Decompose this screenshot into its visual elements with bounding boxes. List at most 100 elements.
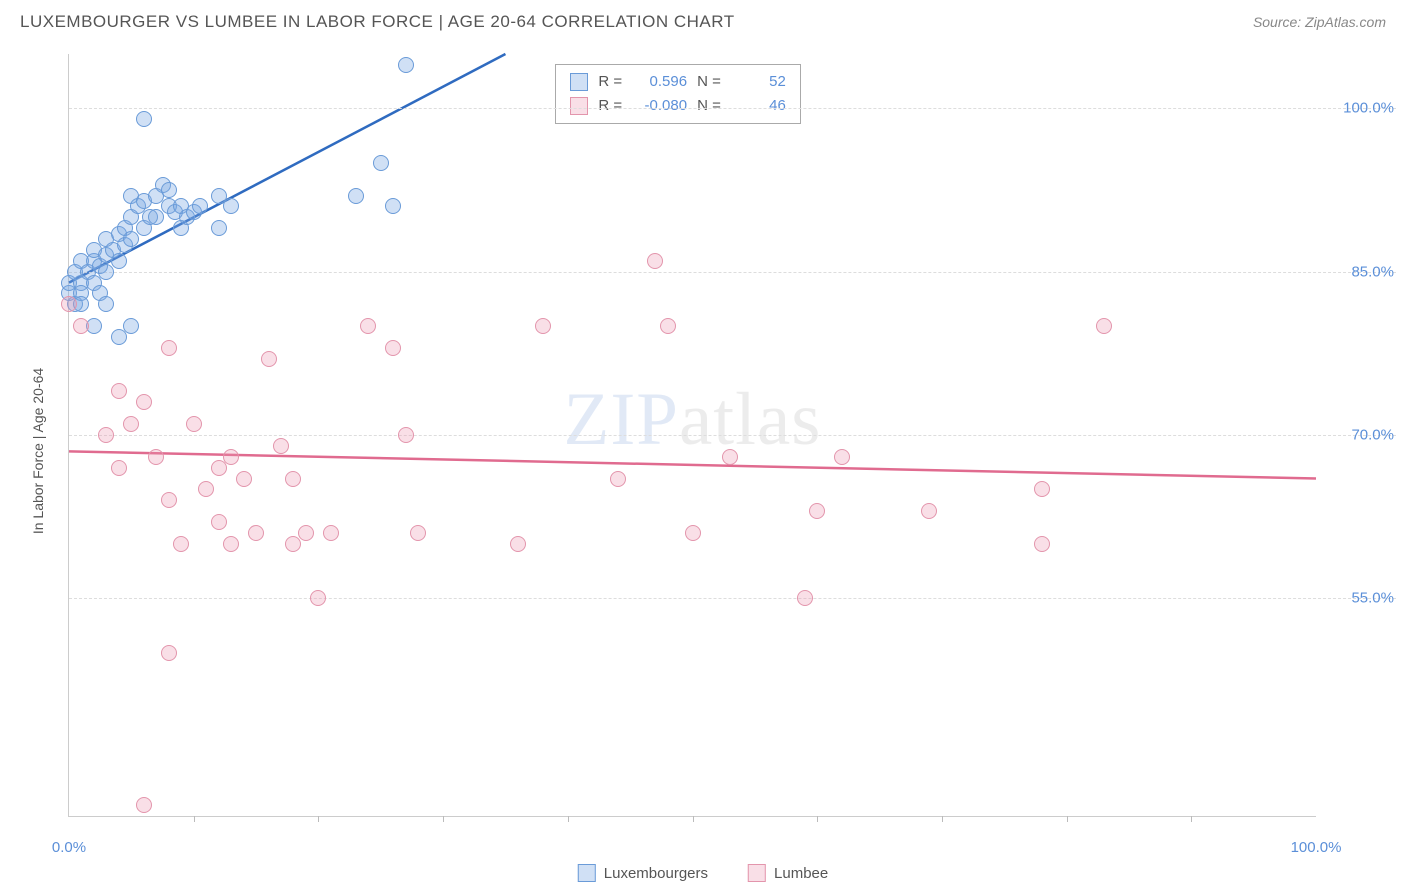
data-point [1034, 481, 1050, 497]
data-point [310, 590, 326, 606]
data-point [921, 503, 937, 519]
data-point [834, 449, 850, 465]
x-tick-label: 0.0% [52, 839, 86, 856]
stat-r-value: 0.596 [632, 70, 687, 94]
data-point [73, 318, 89, 334]
data-point [348, 188, 364, 204]
gridline-h [69, 272, 1396, 273]
legend-swatch [748, 864, 766, 882]
stat-r-label: R = [598, 70, 622, 94]
x-minor-tick [1191, 816, 1192, 822]
data-point [410, 525, 426, 541]
data-point [809, 503, 825, 519]
y-tick-label: 85.0% [1324, 263, 1394, 280]
data-point [685, 525, 701, 541]
series-swatch [570, 73, 588, 91]
chart-area: In Labor Force | Age 20-64 ZIPatlas R =0… [48, 54, 1396, 847]
data-point [360, 318, 376, 334]
stat-n-value: 52 [731, 70, 786, 94]
data-point [385, 198, 401, 214]
x-minor-tick [693, 816, 694, 822]
data-point [61, 296, 77, 312]
data-point [123, 416, 139, 432]
stat-n-label: N = [697, 70, 721, 94]
plot-area: ZIPatlas R =0.596N =52R =-0.080N =46 55.… [68, 54, 1316, 817]
data-point [98, 296, 114, 312]
data-point [660, 318, 676, 334]
data-point [248, 525, 264, 541]
data-point [111, 383, 127, 399]
stat-r-value: -0.080 [632, 94, 687, 118]
data-point [323, 525, 339, 541]
data-point [198, 481, 214, 497]
y-axis-label: In Labor Force | Age 20-64 [30, 367, 46, 533]
data-point [211, 514, 227, 530]
legend-swatch [578, 864, 596, 882]
gridline-h [69, 435, 1396, 436]
gridline-h [69, 108, 1396, 109]
legend: Luxembourgers Lumbee [578, 864, 828, 882]
y-tick-label: 70.0% [1324, 427, 1394, 444]
stats-legend: R = 0.596 N = 52 R = -0.080 N = 46 [555, 64, 801, 124]
data-point [610, 471, 626, 487]
legend-item: Luxembourgers [578, 864, 708, 882]
data-point [1096, 318, 1112, 334]
data-point [298, 525, 314, 541]
x-minor-tick [942, 816, 943, 822]
data-point [398, 427, 414, 443]
data-point [223, 449, 239, 465]
data-point [161, 492, 177, 508]
trend-line [69, 54, 505, 283]
data-point [161, 645, 177, 661]
data-point [797, 590, 813, 606]
data-point [373, 155, 389, 171]
x-minor-tick [817, 816, 818, 822]
data-point [535, 318, 551, 334]
trend-line [69, 451, 1316, 478]
y-tick-label: 100.0% [1324, 100, 1394, 117]
data-point [1034, 536, 1050, 552]
data-point [148, 449, 164, 465]
data-point [136, 111, 152, 127]
data-point [510, 536, 526, 552]
data-point [261, 351, 277, 367]
y-tick-label: 55.0% [1324, 590, 1394, 607]
data-point [192, 198, 208, 214]
data-point [186, 416, 202, 432]
data-point [161, 182, 177, 198]
legend-item: Lumbee [748, 864, 828, 882]
x-minor-tick [318, 816, 319, 822]
x-tick-label: 100.0% [1291, 839, 1342, 856]
series-swatch [570, 97, 588, 115]
stat-n-label: N = [697, 94, 721, 118]
x-minor-tick [568, 816, 569, 822]
stat-n-value: 46 [731, 94, 786, 118]
data-point [385, 340, 401, 356]
gridline-h [69, 598, 1396, 599]
data-point [647, 253, 663, 269]
stats-row: R = 0.596 N = 52 [570, 70, 786, 94]
data-point [136, 394, 152, 410]
data-point [722, 449, 738, 465]
data-point [398, 57, 414, 73]
stat-r-label: R = [598, 94, 622, 118]
legend-label: Lumbee [774, 865, 828, 882]
data-point [236, 471, 252, 487]
data-point [211, 220, 227, 236]
watermark: ZIPatlas [564, 377, 822, 463]
data-point [161, 340, 177, 356]
source-label: Source: ZipAtlas.com [1253, 14, 1386, 30]
x-minor-tick [443, 816, 444, 822]
data-point [285, 471, 301, 487]
data-point [98, 427, 114, 443]
legend-label: Luxembourgers [604, 865, 708, 882]
data-point [111, 253, 127, 269]
x-minor-tick [194, 816, 195, 822]
data-point [223, 536, 239, 552]
data-point [111, 460, 127, 476]
x-minor-tick [1067, 816, 1068, 822]
stats-row: R = -0.080 N = 46 [570, 94, 786, 118]
data-point [136, 797, 152, 813]
chart-title: LUXEMBOURGER VS LUMBEE IN LABOR FORCE | … [20, 12, 735, 32]
data-point [223, 198, 239, 214]
